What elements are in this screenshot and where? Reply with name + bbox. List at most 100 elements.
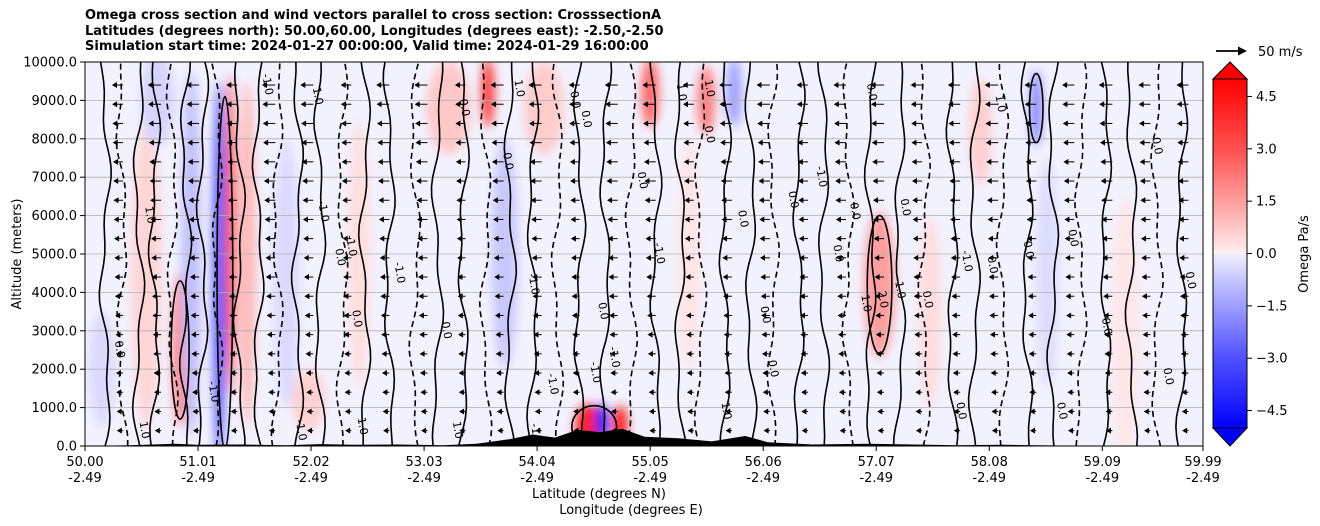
- wind-vector-head: [151, 254, 157, 261]
- wind-vector-head: [533, 350, 539, 357]
- wind-vector-head: [266, 293, 272, 300]
- contour-label: 0.0: [847, 201, 863, 220]
- contour-label: 0.0: [349, 309, 365, 328]
- wind-vector-head: [876, 370, 882, 377]
- y-tick-label: 0.0: [56, 440, 77, 455]
- wind-vector-head: [569, 158, 575, 165]
- wind-vector-head: [376, 101, 382, 108]
- wind-vector-head: [873, 235, 879, 242]
- wind-vector-head: [154, 389, 159, 396]
- wind-vector-head: [684, 216, 690, 223]
- wind-vector-head: [341, 120, 347, 127]
- contour-label: 0.0: [985, 255, 1001, 274]
- contour-line: [478, 62, 493, 446]
- wind-vector-head: [875, 331, 881, 338]
- contour-line: [1150, 62, 1164, 446]
- wind-vector-head: [116, 389, 122, 396]
- wind-vector-head: [1100, 158, 1106, 165]
- wind-vector-head: [1139, 158, 1145, 165]
- wind-vector-head: [876, 350, 882, 357]
- wind-vector-head: [1102, 235, 1107, 242]
- x-tick-label-lon: -2.49: [407, 471, 441, 486]
- colorbar-tick-label: 3.0: [1256, 142, 1277, 157]
- wind-vector-head: [304, 293, 310, 300]
- wind-vector-head: [263, 139, 269, 146]
- wind-vector-head: [113, 158, 118, 165]
- wind-vector-head: [76, 274, 81, 280]
- wind-vector-head: [78, 408, 83, 414]
- wind-vector-head: [911, 139, 917, 146]
- wind-vector-head: [381, 331, 387, 338]
- wind-vector-head: [190, 312, 196, 319]
- wind-vector-head: [380, 293, 386, 300]
- contour-line: [526, 62, 540, 446]
- plot-area: 0.01.01.0-1.0 1.0-1.00.00.0-1.0-1.00.00.0…: [76, 62, 1203, 446]
- contour-line: [147, 62, 162, 446]
- wind-vector-head: [952, 350, 958, 357]
- wind-vector-head: [380, 312, 386, 319]
- wind-vector-head: [871, 139, 877, 146]
- wind-vector-head: [874, 274, 880, 281]
- wind-vector-head: [1105, 408, 1111, 415]
- x-tick-label-lat: 59.09: [1084, 455, 1121, 470]
- wind-vector-head: [720, 158, 726, 165]
- wind-vector-head: [534, 408, 540, 415]
- wind-vector-head: [835, 216, 841, 223]
- contour-label: -1.0: [892, 276, 909, 299]
- horizontal-gridlines: [85, 62, 1203, 446]
- wind-vector-head: [986, 178, 992, 185]
- wind-vector-head: [953, 408, 959, 415]
- wind-vector-head: [492, 178, 498, 185]
- wind-vector-head: [302, 197, 308, 204]
- wind-vector-head: [570, 178, 576, 185]
- wind-vector-head: [304, 312, 310, 319]
- wind-vector-head: [647, 312, 653, 319]
- wind-vector-head: [113, 178, 119, 185]
- wind-vector-head: [873, 216, 879, 223]
- wind-vector-head: [719, 82, 725, 89]
- wind-vector-head: [495, 312, 500, 319]
- wind-vector-head: [1105, 389, 1111, 396]
- wind-vector-head: [648, 389, 654, 396]
- wind-vector-head: [644, 178, 650, 185]
- wind-vector-head: [419, 331, 425, 338]
- contour-label: 0.0: [1099, 317, 1115, 336]
- contour-label: 0.0: [1065, 228, 1081, 247]
- wind-vector-head: [571, 293, 577, 300]
- wind-vector-head: [1177, 139, 1183, 146]
- wind-vector-head: [914, 312, 920, 319]
- contour-label: -1.0: [587, 361, 604, 384]
- wind-vector-head: [989, 293, 995, 300]
- wind-vector-head: [187, 139, 193, 146]
- wind-vector-head: [187, 120, 192, 127]
- wind-vector-head: [377, 120, 382, 127]
- wind-vector-head: [834, 120, 840, 127]
- wind-vector-head: [870, 82, 876, 89]
- wind-vector-head: [458, 350, 464, 357]
- wind-vector-head: [724, 389, 730, 396]
- contour-line: [357, 62, 372, 446]
- wind-vector-head: [1026, 197, 1032, 204]
- wind-vector-head: [1140, 216, 1146, 223]
- wind-vector-head: [1101, 197, 1107, 204]
- contour-line: [766, 62, 781, 446]
- wind-vector-head: [493, 254, 499, 261]
- wind-vector-head: [268, 427, 274, 434]
- contour-line: [503, 62, 518, 446]
- wind-vector-head: [876, 389, 882, 396]
- wind-vector-head: [492, 158, 497, 165]
- wind-vector-head: [493, 235, 499, 242]
- wind-vector-head: [686, 350, 692, 357]
- contour-line: [599, 62, 613, 446]
- omega-contour-lines: [98, 62, 1189, 446]
- wind-vector-head: [913, 254, 919, 261]
- wind-vector-head: [528, 82, 534, 89]
- wind-vector-head: [570, 197, 576, 204]
- wind-vector-head: [569, 101, 575, 108]
- wind-vector-head: [112, 120, 118, 127]
- contour-line: [313, 62, 327, 446]
- wind-vector-head: [761, 331, 767, 338]
- wind-vector-head: [490, 82, 496, 89]
- wind-vector-head: [1026, 178, 1031, 185]
